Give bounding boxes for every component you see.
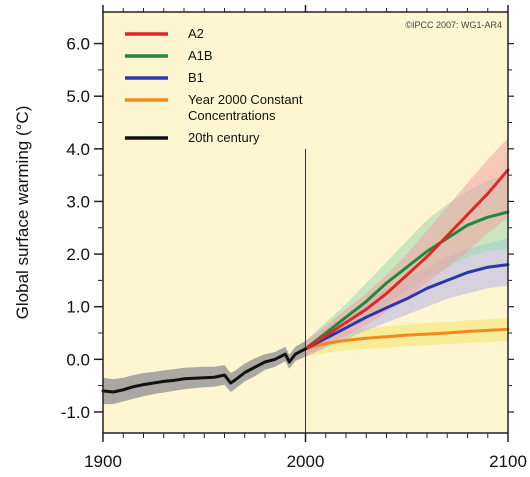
legend-label-a2: A2 <box>188 26 204 41</box>
series-lines <box>101 168 510 394</box>
band-a2 <box>305 138 508 357</box>
y-tick-label: 5.0 <box>66 87 90 106</box>
line-a1b <box>304 210 510 351</box>
band-20th-century <box>103 340 306 405</box>
line-20th-century <box>101 347 307 394</box>
legend-label-20th-century: 20th century <box>188 130 260 145</box>
line-a2 <box>304 168 510 351</box>
y-tick-label: -1.0 <box>61 403 90 422</box>
legend-label-year-2000-constant-concentrations: Year 2000 Constant Concentrations <box>188 92 303 123</box>
y-tick-label: 3.0 <box>66 192 90 211</box>
x-tick-label: 2100 <box>489 452 527 471</box>
y-tick-label: 6.0 <box>66 35 90 54</box>
band-year-2000-constant-concentrations <box>305 318 508 357</box>
x-tick-label: 1900 <box>84 452 122 471</box>
y-tick-label: 4.0 <box>66 140 90 159</box>
x-tick-label: 2000 <box>287 452 325 471</box>
legend-label-b1: B1 <box>188 70 204 85</box>
y-axis: -1.0 0.0 1.0 2.0 3.0 4.0 5.0 6.0 <box>61 35 514 422</box>
x-axis: 1900 2000 2100 <box>84 5 527 471</box>
line-b1 <box>304 263 510 351</box>
y-tick-label: 1.0 <box>66 298 90 317</box>
legend-label-a1b: A1B <box>188 48 213 63</box>
y-tick-label: 2.0 <box>66 245 90 264</box>
y-tick-label: 0.0 <box>66 350 90 369</box>
y-axis-label: Global surface warming (°C) <box>13 106 32 320</box>
line-year-2000-constant-concentrations <box>304 327 510 351</box>
legend: A2 A1B B1 Year 2000 Constant Concentrations 2… <box>125 26 303 145</box>
copyright-credit: ©IPCC 2007: WG1-AR4 <box>405 20 502 30</box>
